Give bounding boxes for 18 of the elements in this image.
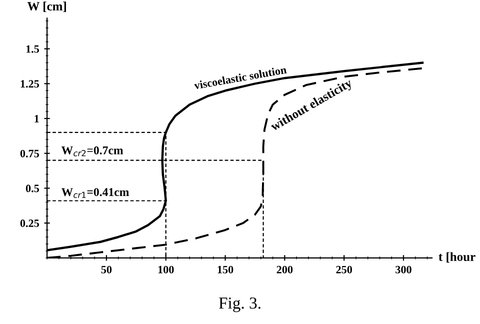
annotation: W$_{cr1}$=0.41cm (61, 188, 129, 198)
annotation: W$_{cr2}$=0.7cm (61, 146, 124, 156)
y-tick-label: 0.75 (20, 150, 39, 158)
y-tick-label: 1.5 (26, 45, 39, 53)
x-axis-title: t [hour (438, 252, 476, 263)
x-tick-label: 200 (276, 266, 293, 274)
y-tick-label: 1.25 (20, 80, 39, 88)
x-tick-label: 300 (396, 266, 412, 274)
annotation: viscoelastic solution (194, 66, 287, 90)
y-tick-label: 0.25 (20, 220, 39, 228)
x-tick-label: 100 (158, 266, 174, 274)
x-tick-label: 150 (218, 266, 234, 274)
y-axis-title: W [cm] (27, 2, 66, 12)
y-tick-label: 0.5 (26, 184, 39, 192)
y-tick-label: 1 (34, 115, 39, 122)
x-tick-label: 250 (336, 266, 352, 274)
x-tick-label: 50 (101, 266, 112, 274)
caption: Fig. 3. (218, 297, 260, 312)
